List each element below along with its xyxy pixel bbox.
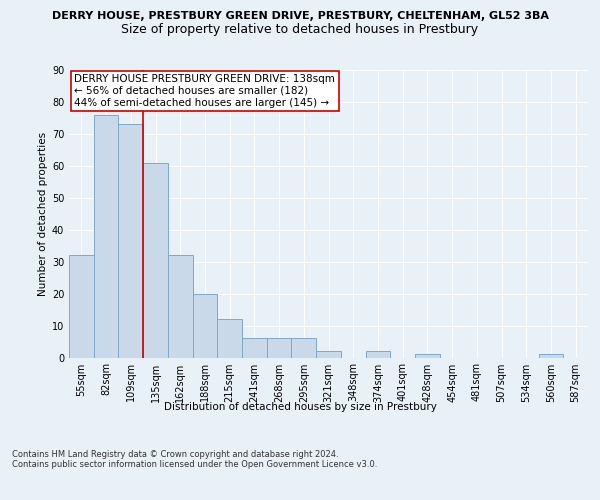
Bar [539,354,563,358]
Text: DERRY HOUSE, PRESTBURY GREEN DRIVE, PRESTBURY, CHELTENHAM, GL52 3BA: DERRY HOUSE, PRESTBURY GREEN DRIVE, PRES… [52,11,548,21]
Y-axis label: Number of detached properties: Number of detached properties [38,132,47,296]
Bar [118,124,143,358]
Bar [143,162,168,358]
Bar [168,256,193,358]
Text: Size of property relative to detached houses in Prestbury: Size of property relative to detached ho… [121,22,479,36]
Bar [193,294,217,358]
Bar [242,338,267,357]
Bar [316,351,341,358]
Bar [94,114,118,358]
Bar [365,351,390,358]
Bar [292,338,316,357]
Text: Distribution of detached houses by size in Prestbury: Distribution of detached houses by size … [164,402,436,412]
Bar [267,338,292,357]
Text: DERRY HOUSE PRESTBURY GREEN DRIVE: 138sqm
← 56% of detached houses are smaller (: DERRY HOUSE PRESTBURY GREEN DRIVE: 138sq… [74,74,335,108]
Bar [217,319,242,358]
Bar [415,354,440,358]
Bar [69,256,94,358]
Text: Contains HM Land Registry data © Crown copyright and database right 2024.
Contai: Contains HM Land Registry data © Crown c… [12,450,377,469]
